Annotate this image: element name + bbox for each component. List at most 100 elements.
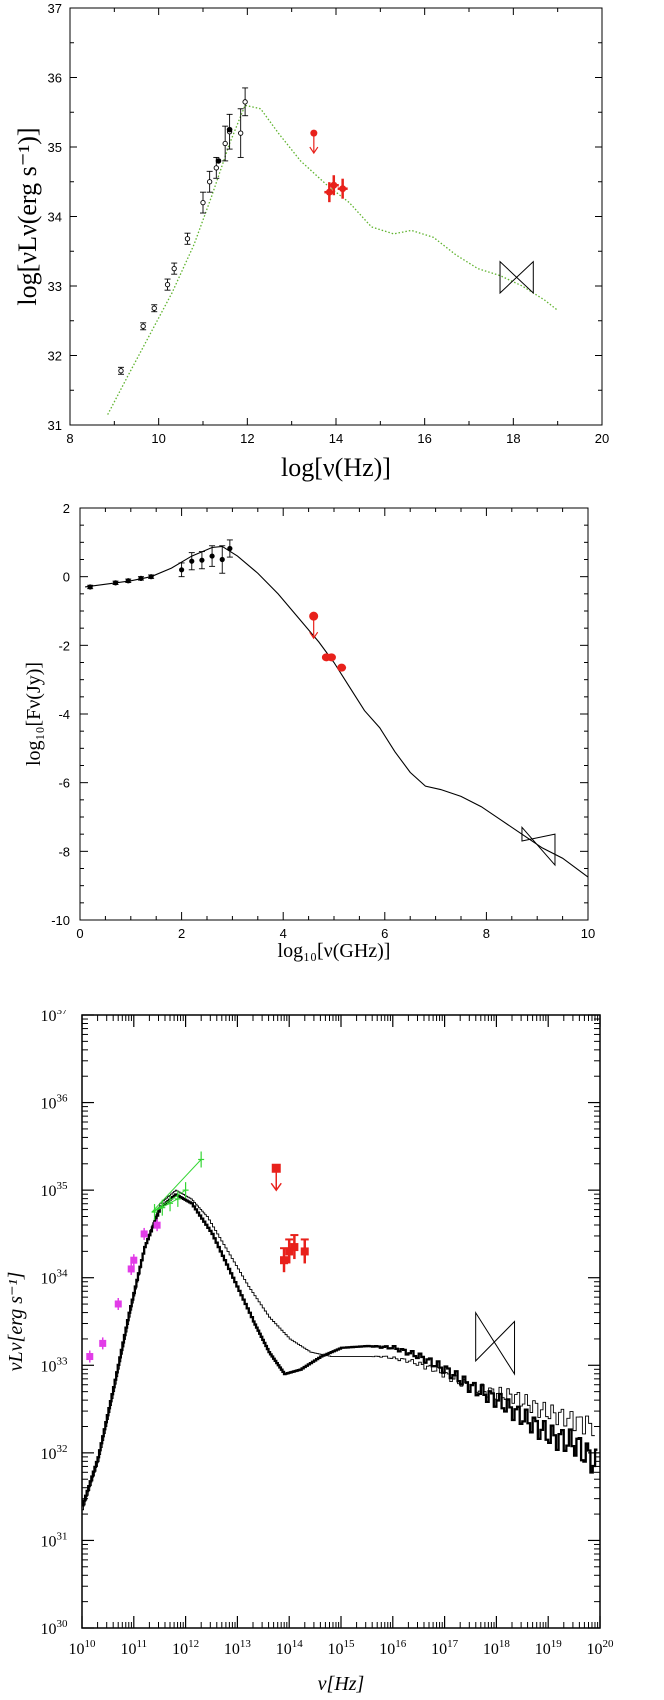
plot-frame [81, 1014, 601, 1629]
red-data-point [285, 1247, 294, 1256]
red-arrow-head [270, 1182, 282, 1192]
y-tick-label: 35 [48, 140, 62, 155]
tick-exponent: 10 [85, 1638, 97, 1650]
x-tick-label: 1018 [483, 1638, 511, 1658]
tick-exponent: 31 [57, 1530, 68, 1542]
data-point [179, 567, 185, 573]
y-tick-label: 1031 [41, 1530, 68, 1550]
data-point [199, 557, 205, 563]
data-point [200, 199, 206, 206]
submm-fan-line [151, 1189, 186, 1213]
magenta-data-point [127, 1265, 135, 1273]
tick-exponent: 34 [57, 1268, 69, 1280]
x-tick-label: 8 [66, 431, 73, 446]
red-data-point [290, 1243, 299, 1252]
tick-base: 10 [41, 1271, 57, 1288]
x-axis-title: log[ν(Hz)] [281, 453, 391, 482]
red-data-point [330, 181, 338, 189]
y-tick-label: -6 [58, 776, 70, 791]
y-axis-title: log₁₀[Fν(Jy)] [23, 662, 45, 766]
tick-base: 10 [587, 1641, 603, 1658]
x-axis-title: log₁₀[ν(GHz)] [278, 940, 391, 962]
data-point [242, 99, 248, 105]
tick-base: 10 [41, 1446, 57, 1463]
model-curve [107, 104, 559, 415]
plot-frame [79, 507, 589, 921]
x-tick-label: 0 [76, 926, 83, 941]
y-tick-label: 1037 [41, 1010, 69, 1025]
data-point [219, 556, 225, 563]
tick-exponent: 33 [57, 1355, 69, 1367]
y-axis-title: log[νLν(erg s⁻¹)] [13, 127, 42, 305]
red-data-point [337, 663, 347, 672]
data-point [238, 130, 244, 136]
magenta-data-point [99, 1339, 107, 1347]
y-tick-label: 36 [48, 71, 62, 86]
data-point [151, 305, 157, 311]
chart-panel-2: 0 2 4 6 8 10 -10 -8 -6 -4 -2 0 2 log₁₀[ν(GHz)] log₁₀[F… [23, 501, 595, 962]
submm-fan-line [151, 1198, 179, 1213]
red-data-point [339, 185, 347, 193]
chart-panel-3: 1010 1011 1012 1013 1014 1015 1016 1017 1018 1019… [5, 1010, 614, 1695]
tick-exponent: 13 [240, 1638, 252, 1650]
x-tick-label: 10 [581, 926, 595, 941]
model-curve [85, 545, 589, 878]
y-tick-label: -4 [58, 707, 70, 722]
x-tick-label: 12 [240, 431, 254, 446]
data-point [118, 368, 124, 374]
y-axis-title: νLν[erg s⁻¹] [5, 1272, 27, 1372]
magenta-data-point [140, 1230, 148, 1238]
x-tick-label: 2 [178, 926, 185, 941]
tick-exponent: 37 [57, 1010, 69, 1017]
tick-exponent: 17 [447, 1638, 459, 1650]
data-point [227, 545, 233, 552]
data-point [138, 575, 144, 581]
tick-base: 10 [41, 1533, 57, 1550]
y-tick-label: 1030 [41, 1618, 69, 1638]
data-point-filled [226, 126, 233, 133]
red-data-point [326, 653, 336, 662]
tick-base: 10 [41, 1621, 57, 1638]
red-data-point [325, 188, 333, 196]
xray-bowtie [475, 1311, 516, 1376]
x-tick-label: 1015 [328, 1638, 356, 1658]
x-tick-label: 1017 [431, 1638, 459, 1658]
tick-exponent: 18 [499, 1638, 511, 1650]
tick-exponent: 15 [344, 1638, 356, 1650]
tick-exponent: 19 [551, 1638, 563, 1650]
tick-base: 10 [121, 1641, 137, 1658]
tick-base: 10 [41, 1096, 57, 1113]
x-axis-title: ν[Hz] [318, 1673, 365, 1695]
xray-bowtie [521, 825, 556, 867]
x-tick-label: 1012 [172, 1638, 199, 1658]
x-tick-label: 8 [483, 926, 490, 941]
y-tick-label: 32 [48, 349, 62, 364]
y-tick-label: 1032 [41, 1443, 68, 1463]
tick-base: 10 [328, 1641, 344, 1658]
y-tick-label: -10 [51, 913, 70, 928]
tick-base: 10 [431, 1641, 447, 1658]
y-tick-label: 1033 [41, 1355, 69, 1375]
red-data-point [300, 1247, 309, 1256]
y-tick-label: -8 [58, 844, 70, 859]
red-data-point [280, 1256, 289, 1265]
tick-base: 10 [535, 1641, 551, 1658]
tick-base: 10 [41, 1183, 57, 1200]
data-point-filled [215, 158, 222, 164]
x-tick-label: 4 [280, 926, 287, 941]
tick-exponent: 16 [395, 1638, 407, 1650]
magenta-data-point [114, 1300, 122, 1308]
chart-panel-1: 8 10 12 14 16 18 20 31 32 33 34 35 36 37 log[ν(Hz)] log… [13, 1, 609, 482]
x-tick-label: 6 [381, 926, 388, 941]
y-tick-label: 37 [48, 1, 62, 16]
tick-base: 10 [224, 1641, 240, 1658]
y-tick-label: -2 [58, 638, 70, 653]
data-point [206, 179, 213, 185]
x-tick-label: 1013 [224, 1638, 252, 1658]
data-point [140, 323, 146, 329]
plot-frame [69, 7, 603, 426]
tick-base: 10 [379, 1641, 395, 1658]
x-tick-label: 10 [151, 431, 165, 446]
tick-base: 10 [41, 1010, 57, 1025]
y-tick-label: 33 [48, 279, 62, 294]
